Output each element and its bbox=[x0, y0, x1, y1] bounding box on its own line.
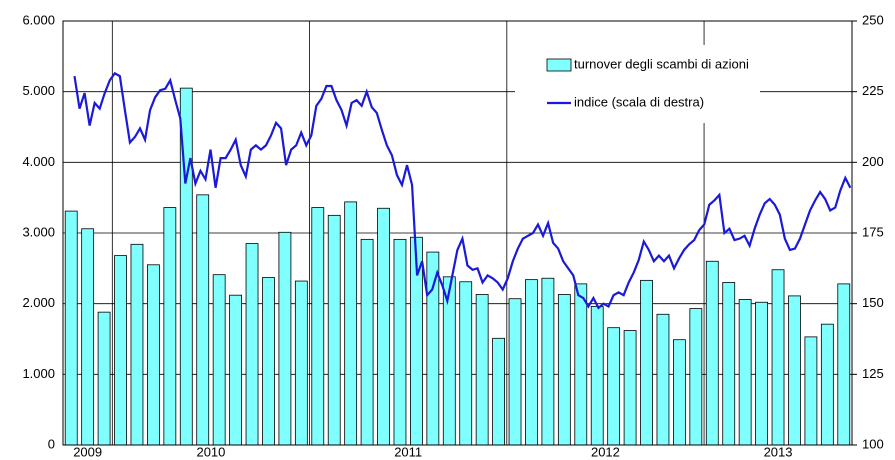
y2-tick-label: 175 bbox=[862, 224, 884, 239]
bar bbox=[64, 210, 78, 446]
y-tick-label: 3.000 bbox=[22, 224, 55, 239]
y2-tick-label: 125 bbox=[862, 366, 884, 381]
bar bbox=[820, 323, 834, 446]
bar bbox=[475, 294, 489, 446]
bar bbox=[377, 207, 390, 446]
bar bbox=[837, 283, 851, 446]
bar bbox=[640, 279, 653, 446]
bar bbox=[804, 336, 818, 446]
bar bbox=[492, 337, 505, 446]
bar bbox=[623, 330, 637, 446]
legend-label: turnover degli scambi di azioni bbox=[574, 56, 749, 71]
bar bbox=[81, 228, 95, 446]
legend-background bbox=[515, 45, 760, 123]
bar bbox=[229, 294, 242, 446]
bar bbox=[508, 298, 522, 446]
bar bbox=[673, 339, 686, 446]
bar bbox=[360, 238, 374, 446]
bar bbox=[147, 264, 160, 446]
legend-swatch bbox=[546, 58, 572, 72]
bar bbox=[722, 282, 736, 446]
bar bbox=[607, 327, 621, 446]
y-tick-label: 1.000 bbox=[22, 366, 55, 381]
bar bbox=[771, 269, 785, 446]
bar bbox=[311, 207, 325, 446]
x-tick-label: 2010 bbox=[196, 444, 225, 459]
bar bbox=[212, 274, 226, 446]
bar bbox=[262, 277, 275, 446]
y2-tick-label: 250 bbox=[862, 12, 884, 27]
bar bbox=[426, 251, 440, 446]
bar bbox=[525, 279, 538, 446]
legend-label: indice (scala di destra) bbox=[574, 94, 704, 109]
bar bbox=[327, 214, 341, 446]
bar bbox=[541, 277, 555, 446]
y2-tick-label: 200 bbox=[862, 154, 884, 169]
bar bbox=[196, 194, 210, 446]
bar bbox=[294, 280, 308, 446]
bar bbox=[557, 294, 571, 446]
plot-frame bbox=[62, 20, 853, 446]
bar bbox=[344, 201, 358, 446]
x-tick-label: 2011 bbox=[394, 444, 422, 459]
bar bbox=[705, 260, 719, 446]
y2-tick-label: 225 bbox=[862, 83, 884, 98]
bar bbox=[163, 207, 177, 446]
y2-tick-label: 150 bbox=[862, 295, 884, 310]
line bbox=[73, 71, 852, 310]
bar bbox=[459, 281, 473, 446]
y-tick-label: 5.000 bbox=[22, 83, 55, 98]
y-tick-label: 6.000 bbox=[22, 12, 55, 27]
x-tick-label: 2009 bbox=[73, 444, 102, 459]
y-tick-label: 2.000 bbox=[22, 295, 55, 310]
bar bbox=[442, 276, 456, 446]
bar bbox=[245, 243, 259, 446]
bar bbox=[97, 311, 111, 446]
bar bbox=[130, 243, 144, 446]
y-tick-label: 4.000 bbox=[22, 154, 55, 169]
bar bbox=[114, 255, 127, 446]
bar bbox=[574, 283, 588, 446]
bar bbox=[393, 238, 407, 446]
bar bbox=[278, 231, 292, 446]
x-tick-label: 2013 bbox=[764, 444, 793, 459]
bar bbox=[689, 308, 703, 446]
bar bbox=[590, 306, 604, 446]
y-tick-label: 0 bbox=[48, 436, 55, 451]
x-tick-label: 2012 bbox=[591, 444, 620, 459]
bar bbox=[755, 301, 768, 446]
y2-tick-label: 100 bbox=[862, 436, 884, 451]
bar bbox=[656, 313, 670, 446]
bar bbox=[738, 299, 752, 446]
bar bbox=[788, 295, 801, 446]
